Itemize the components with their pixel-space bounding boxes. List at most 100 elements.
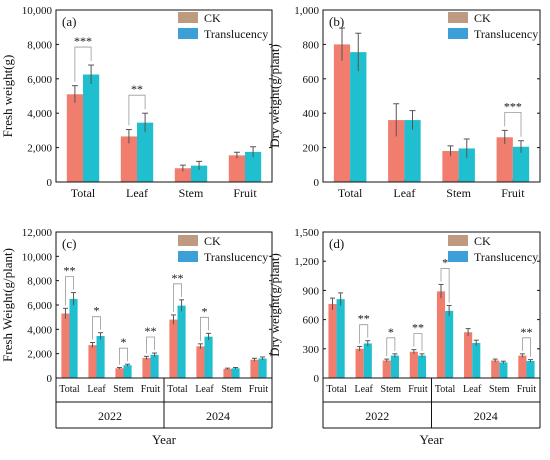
x-tick-label: Leaf xyxy=(463,384,482,395)
bar-translucency xyxy=(390,355,399,378)
chart-panel-c: Total Leaf Stem Fruit 2022 Total Leaf Stem Fruit… xyxy=(0,227,273,447)
significance-label: * xyxy=(442,255,448,269)
y-tick-label: 1,200 xyxy=(294,256,319,268)
bar-ck xyxy=(88,345,97,378)
bar-ck xyxy=(442,151,459,182)
bar-translucency xyxy=(512,146,530,182)
y-tick-label: 4,000 xyxy=(27,108,52,120)
y-tick-label: 10,000 xyxy=(22,5,53,17)
chart-panel-a: Total Leaf Stem Fruit*****02,0004,0006,0008… xyxy=(0,5,273,200)
x-tick-label: Leaf xyxy=(87,384,106,395)
group-label: 2024 xyxy=(206,409,230,423)
legend-swatch-ck xyxy=(448,235,468,246)
significance-label: *** xyxy=(74,34,92,48)
bar-ck xyxy=(61,313,70,378)
legend-label-translucency: Translucency xyxy=(474,250,538,264)
significance-bracket xyxy=(119,347,128,365)
x-tick-label: Stem xyxy=(179,186,204,200)
y-tick-label: 600 xyxy=(303,74,320,86)
x-tick-label: Fruit xyxy=(233,186,257,200)
bar-ck xyxy=(120,136,137,182)
significance-label: *** xyxy=(504,99,522,113)
y-tick-label: 2,000 xyxy=(27,349,52,361)
y-tick-label: 0 xyxy=(314,373,320,385)
x-tick-label: Fruit xyxy=(501,186,525,200)
y-tick-label: 8,000 xyxy=(27,39,52,51)
y-tick-label: 8,000 xyxy=(27,276,52,288)
bar-ck xyxy=(115,368,124,378)
panel-label-a: (a) xyxy=(62,14,76,29)
bar-translucency xyxy=(177,305,186,378)
significance-label: ** xyxy=(131,82,143,96)
legend-swatch-ck xyxy=(448,12,468,23)
significance-label: ** xyxy=(172,271,184,285)
bar-translucency xyxy=(445,310,454,378)
significance-bracket xyxy=(92,316,101,340)
x-tick-label: Leaf xyxy=(126,186,148,200)
bar-ck xyxy=(66,94,83,182)
x-tick-label: Leaf xyxy=(355,384,374,395)
y-tick-label: 0 xyxy=(47,373,53,385)
significance-bracket xyxy=(359,324,369,344)
chart-panel-b: Total Leaf Stem Fruit *** 0 200 400 600 800 1,000 D… xyxy=(267,5,541,200)
significance-bracket xyxy=(173,283,182,312)
significance-label: * xyxy=(94,304,100,318)
significance-bracket xyxy=(504,112,522,137)
significance-label: ** xyxy=(412,321,424,335)
y-tick-label: 0 xyxy=(314,177,320,189)
legend-label-ck: CK xyxy=(474,11,491,25)
bar-ck xyxy=(169,319,178,378)
group-label: 2024 xyxy=(474,409,498,423)
y-tick-label: 6,000 xyxy=(27,300,52,312)
x-tick-label: Fruit xyxy=(408,384,428,395)
bar-ck xyxy=(174,168,191,182)
y-tick-label: 6,000 xyxy=(27,74,52,86)
significance-bracket xyxy=(413,333,423,351)
group-label: 2022 xyxy=(365,409,389,423)
significance-bracket xyxy=(200,316,209,341)
x-tick-label: Stem xyxy=(113,384,134,395)
y-tick-label: 600 xyxy=(303,315,320,327)
panel-label-c: (c) xyxy=(62,236,76,251)
legend-label-translucency: Translucency xyxy=(204,27,268,41)
legend-swatch-ck xyxy=(178,12,198,23)
y-tick-label: 300 xyxy=(303,344,320,356)
bar-ck xyxy=(388,120,405,182)
bar-ck xyxy=(409,351,418,378)
bar-translucency xyxy=(231,368,240,378)
legend-label-translucency: Translucency xyxy=(474,27,538,41)
y-axis-label: Fresh weight(g) xyxy=(0,55,15,138)
x-tick-label: Total xyxy=(71,186,96,200)
panel-label-d: (d) xyxy=(329,236,344,251)
x-tick-label: Total xyxy=(338,186,363,200)
bar-translucency xyxy=(96,336,105,378)
bar-translucency xyxy=(336,299,345,378)
legend-label-ck: CK xyxy=(474,234,491,248)
bar-ck xyxy=(496,137,513,182)
y-tick-label: 4,000 xyxy=(27,324,52,336)
legend-swatch-ck xyxy=(178,235,198,246)
significance-bracket xyxy=(521,337,531,357)
x-tick-label: Fruit xyxy=(249,384,269,395)
group-label: 2022 xyxy=(98,409,122,423)
bar-translucency xyxy=(404,120,421,182)
x-tick-label: Total xyxy=(167,384,188,395)
y-tick-label: 1,500 xyxy=(294,227,319,239)
legend-swatch-translucency xyxy=(178,251,198,262)
y-tick-label: 200 xyxy=(303,143,320,155)
bar-translucency xyxy=(191,165,208,182)
legend-label-ck: CK xyxy=(204,11,221,25)
legend-label-translucency: Translucency xyxy=(204,250,268,264)
x-tick-label: Fruit xyxy=(517,384,537,395)
bar-translucency xyxy=(137,122,154,182)
bar-ck xyxy=(355,348,364,378)
bar-translucency xyxy=(458,148,475,182)
significance-bracket xyxy=(74,46,92,82)
panel-label-b: (b) xyxy=(329,14,344,29)
bar-translucency xyxy=(150,354,159,378)
significance-label: ** xyxy=(145,324,157,338)
bar-translucency xyxy=(363,343,372,378)
bar-translucency xyxy=(472,342,481,378)
x-tick-label: Fruit xyxy=(141,384,161,395)
x-tick-label: Leaf xyxy=(393,186,415,200)
